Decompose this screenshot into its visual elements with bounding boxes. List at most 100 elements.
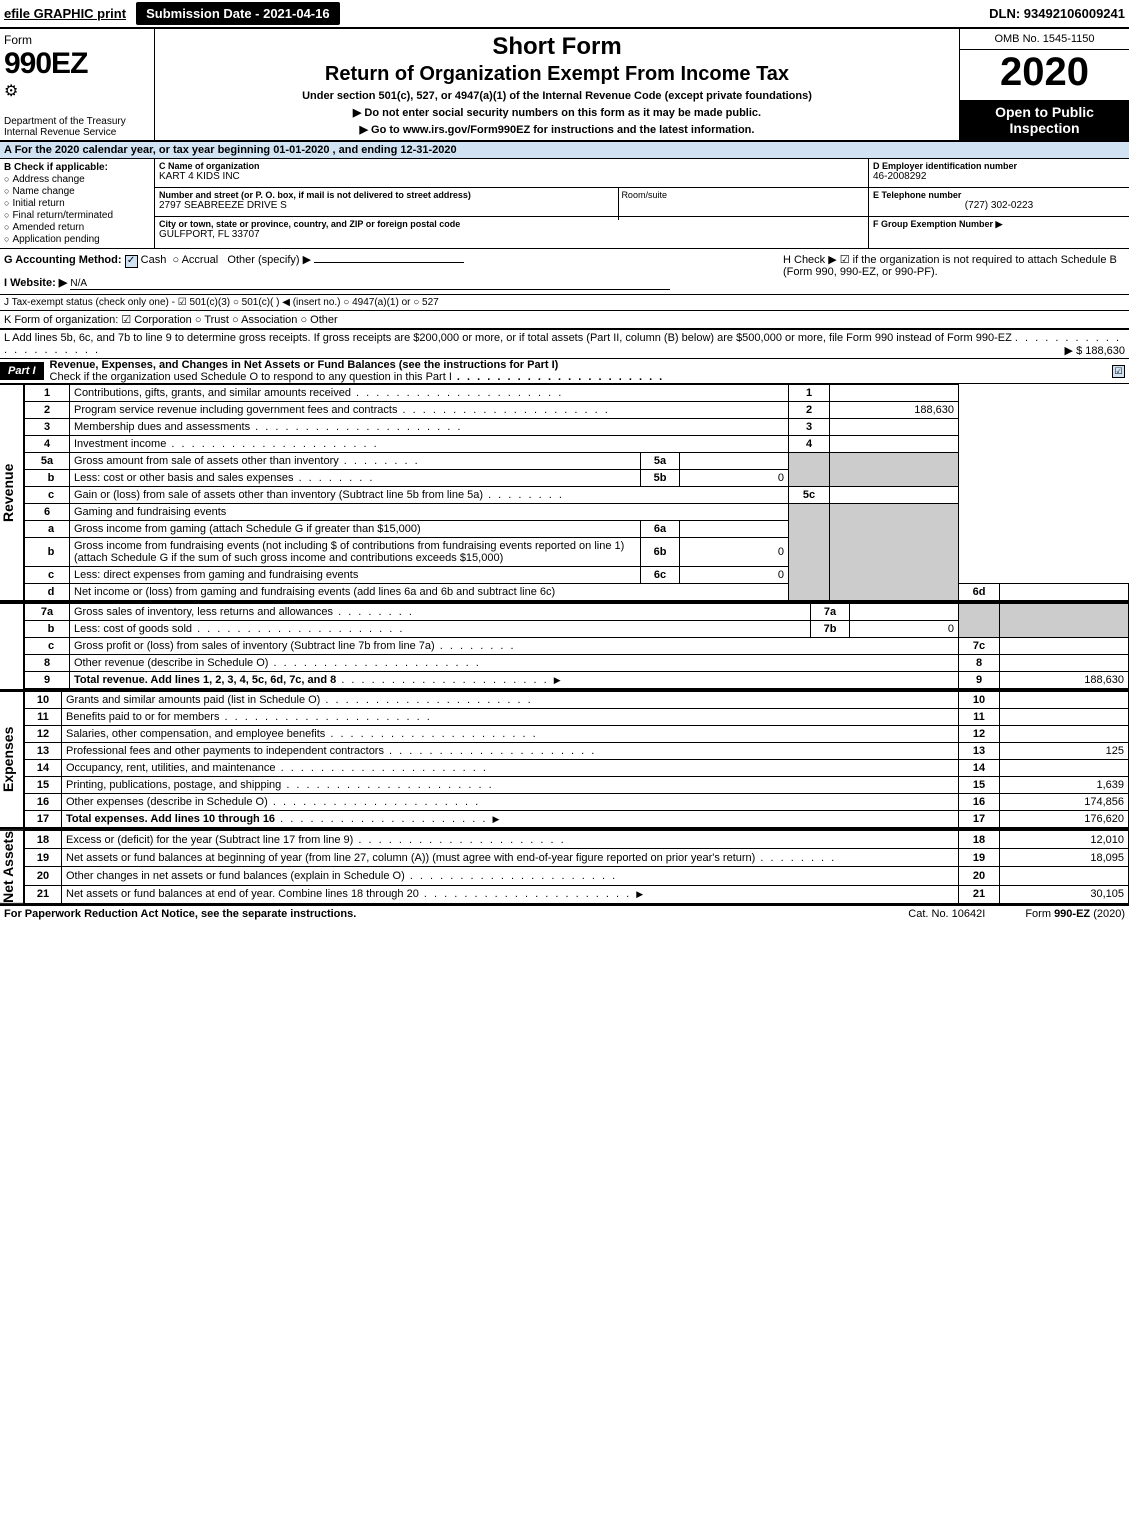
line-3: 3Membership dues and assessments3 (25, 419, 1129, 436)
block-b-checkboxes: B Check if applicable: Address change Na… (0, 159, 155, 248)
line-10: 10Grants and similar amounts paid (list … (25, 692, 1129, 709)
form-header: Form 990EZ ⚙ Department of the Treasury … (0, 29, 1129, 142)
net-assets-side-label: Net Assets (0, 830, 24, 904)
ein-row: D Employer identification number 46-2008… (869, 159, 1129, 188)
line-6: 6Gaming and fundraising events (25, 504, 1129, 521)
ein-value: 46-2008292 (873, 171, 1125, 182)
expenses-side-label: Expenses (0, 691, 24, 828)
part1-label: Part I (0, 362, 44, 380)
part1-header: Part I Revenue, Expenses, and Changes in… (0, 359, 1129, 384)
line-6d: dNet income or (loss) from gaming and fu… (25, 584, 1129, 601)
street-row: Number and street (or P. O. box, if mail… (155, 188, 868, 217)
line-1: 1Contributions, gifts, grants, and simil… (25, 385, 1129, 402)
revenue-section-cont: 7aGross sales of inventory, less returns… (0, 603, 1129, 691)
omb-number: OMB No. 1545-1150 (960, 29, 1129, 50)
part1-schedule-o-check[interactable]: ☑ (1112, 365, 1129, 378)
website-row: I Website: ▶ N/A (4, 276, 775, 290)
street-label: Number and street (or P. O. box, if mail… (159, 190, 864, 200)
efile-link[interactable]: efile GRAPHIC print (4, 6, 126, 21)
block-d: D Employer identification number 46-2008… (869, 159, 1129, 248)
revenue-table-cont: 7aGross sales of inventory, less returns… (24, 603, 1129, 689)
cash-checkbox[interactable]: ✓ (125, 255, 138, 268)
header-right: OMB No. 1545-1150 2020 Open to Public In… (959, 29, 1129, 140)
accounting-method-row: G Accounting Method: ✓ Cash ○ Accrual Ot… (4, 253, 775, 268)
expenses-section: Expenses 10Grants and similar amounts pa… (0, 691, 1129, 830)
i-label: I Website: ▶ (4, 277, 67, 289)
cb-address-change[interactable]: Address change (4, 174, 150, 185)
cb-amended-return[interactable]: Amended return (4, 222, 150, 233)
entity-info-block: B Check if applicable: Address change Na… (0, 159, 1129, 249)
gh-block: G Accounting Method: ✓ Cash ○ Accrual Ot… (0, 249, 1129, 295)
cb-final-return[interactable]: Final return/terminated (4, 210, 150, 221)
header-center: Short Form Return of Organization Exempt… (155, 29, 959, 140)
line-18: 18Excess or (deficit) for the year (Subt… (25, 831, 1129, 849)
city-row: City or town, state or province, country… (155, 217, 868, 245)
line-15: 15Printing, publications, postage, and s… (25, 777, 1129, 794)
ein-label: D Employer identification number (873, 161, 1125, 171)
city-value: GULFPORT, FL 33707 (159, 229, 864, 240)
other-specify-line[interactable] (314, 262, 464, 263)
do-not-enter-text: ▶ Do not enter social security numbers o… (159, 106, 955, 119)
line-12: 12Salaries, other compensation, and empl… (25, 726, 1129, 743)
revenue-side-label-cont (0, 603, 24, 689)
line-16: 16Other expenses (describe in Schedule O… (25, 794, 1129, 811)
block-c: C Name of organization KART 4 KIDS INC N… (155, 159, 869, 248)
g-column: G Accounting Method: ✓ Cash ○ Accrual Ot… (0, 249, 779, 294)
line-5b: bLess: cost or other basis and sales exp… (25, 470, 1129, 487)
h-text: H Check ▶ ☑ if the organization is not r… (783, 254, 1117, 278)
go-to-text: ▶ Go to www.irs.gov/Form990EZ for instru… (159, 123, 955, 136)
line-21: 21Net assets or fund balances at end of … (25, 885, 1129, 903)
tax-year-row: A For the 2020 calendar year, or tax yea… (0, 142, 1129, 159)
block-b-title: B Check if applicable: (4, 162, 150, 173)
org-name-value: KART 4 KIDS INC (159, 171, 864, 182)
return-title: Return of Organization Exempt From Incom… (159, 63, 955, 86)
under-section-text: Under section 501(c), 527, or 4947(a)(1)… (159, 90, 955, 102)
g-label: G Accounting Method: (4, 254, 122, 266)
dln-label: DLN: 93492106009241 (989, 6, 1125, 21)
catalog-number: Cat. No. 10642I (908, 908, 985, 920)
line-9: 9Total revenue. Add lines 1, 2, 3, 4, 5c… (25, 672, 1129, 689)
net-assets-section: Net Assets 18Excess or (deficit) for the… (0, 830, 1129, 906)
phone-value: (727) 302-0223 (873, 200, 1125, 211)
open-to-public-badge: Open to Public Inspection (960, 100, 1129, 140)
phone-label: E Telephone number (873, 190, 1125, 200)
tax-year: 2020 (960, 50, 1129, 94)
paperwork-notice: For Paperwork Reduction Act Notice, see … (4, 908, 356, 920)
form-number: 990EZ (4, 47, 150, 81)
line-6b: bGross income from fundraising events (n… (25, 538, 1129, 567)
website-value: N/A (70, 278, 670, 290)
form-reference: Form 990-EZ (2020) (1025, 908, 1125, 920)
short-form-title: Short Form (159, 33, 955, 61)
city-label: City or town, state or province, country… (159, 219, 864, 229)
l-text: L Add lines 5b, 6c, and 7b to line 9 to … (4, 332, 1012, 344)
part1-title: Revenue, Expenses, and Changes in Net As… (44, 359, 665, 383)
top-bar: efile GRAPHIC print Submission Date - 20… (0, 0, 1129, 29)
line-17: 17Total expenses. Add lines 10 through 1… (25, 811, 1129, 828)
line-6a: aGross income from gaming (attach Schedu… (25, 521, 1129, 538)
line-14: 14Occupancy, rent, utilities, and mainte… (25, 760, 1129, 777)
group-exemption-row: F Group Exemption Number ▶ (869, 217, 1129, 245)
org-name-row: C Name of organization KART 4 KIDS INC (155, 159, 868, 188)
org-name-label: C Name of organization (159, 161, 864, 171)
cb-name-change[interactable]: Name change (4, 186, 150, 197)
expenses-table: 10Grants and similar amounts paid (list … (24, 691, 1129, 828)
department-label: Department of the Treasury Internal Reve… (4, 116, 126, 138)
net-assets-table: 18Excess or (deficit) for the year (Subt… (24, 830, 1129, 904)
cb-application-pending[interactable]: Application pending (4, 234, 150, 245)
line-7c: cGross profit or (loss) from sales of in… (25, 638, 1129, 655)
line-4: 4Investment income4 (25, 436, 1129, 453)
form-word: Form (4, 33, 150, 47)
treasury-seal-icon: ⚙ (4, 81, 150, 101)
page-footer: For Paperwork Reduction Act Notice, see … (0, 906, 1129, 922)
j-row: J Tax-exempt status (check only one) - ☑… (0, 295, 1129, 311)
street-value: 2797 SEABREEZE DRIVE S (159, 200, 864, 211)
submission-date-button[interactable]: Submission Date - 2021-04-16 (136, 2, 340, 25)
room-suite-label: Room/suite (618, 188, 669, 220)
revenue-table: 1Contributions, gifts, grants, and simil… (24, 384, 1129, 601)
line-6c: cLess: direct expenses from gaming and f… (25, 567, 1129, 584)
line-5c: cGain or (loss) from sale of assets othe… (25, 487, 1129, 504)
line-11: 11Benefits paid to or for members11 (25, 709, 1129, 726)
cb-initial-return[interactable]: Initial return (4, 198, 150, 209)
header-left: Form 990EZ ⚙ Department of the Treasury … (0, 29, 155, 140)
line-8: 8Other revenue (describe in Schedule O)8 (25, 655, 1129, 672)
